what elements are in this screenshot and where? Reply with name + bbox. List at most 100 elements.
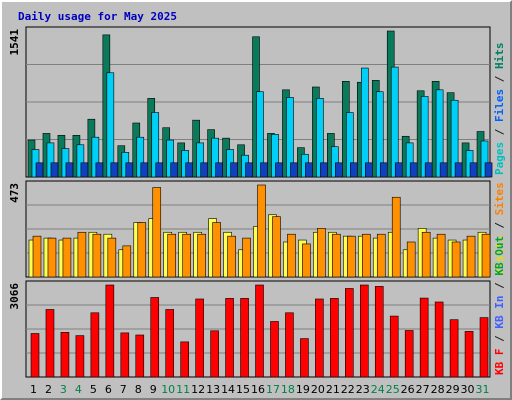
x-tick-label: 12 <box>191 383 205 396</box>
bar-sites <box>167 233 177 278</box>
bar-pages <box>320 162 328 178</box>
bar-files <box>76 144 85 178</box>
bar-kb-f <box>315 298 324 378</box>
bar-pages <box>200 162 208 178</box>
bar-pages <box>484 162 493 178</box>
axis-layer: 1541 Pages / Files / Hits 473 Visits / Site… <box>8 29 506 396</box>
x-tick-label: 22 <box>341 383 355 396</box>
y-max-label-kbytes: 3066 <box>8 283 21 310</box>
bar-sites <box>317 228 326 278</box>
legend-entry: Pages <box>493 142 506 175</box>
x-tick-label: 24 <box>371 383 385 396</box>
bar-sites <box>62 237 72 278</box>
plot-layer <box>25 26 493 378</box>
bar-pages <box>50 162 59 178</box>
bar-sites <box>47 237 57 278</box>
bar-kb-f <box>135 334 145 378</box>
legend-entry: / <box>493 329 506 349</box>
bar-files <box>480 140 489 178</box>
x-tick-label: 20 <box>311 383 325 396</box>
bar-pages <box>469 162 478 178</box>
bar-sites <box>361 233 371 278</box>
x-tick-label: 18 <box>281 383 295 396</box>
legend-entry: KB Out <box>493 236 506 276</box>
bar-sites <box>302 243 311 278</box>
bar-kb-f <box>225 298 234 378</box>
bar-files <box>346 112 354 178</box>
bar-sites <box>332 233 341 278</box>
bar-kb-f <box>255 284 264 378</box>
bar-sites <box>481 233 491 278</box>
bar-pages <box>379 162 388 178</box>
bar-files <box>151 112 160 178</box>
bar-sites <box>92 233 102 278</box>
bar-sites <box>107 237 117 278</box>
bar-sites <box>436 233 446 278</box>
bar-pages <box>409 162 418 178</box>
legend-traffic: Pages / Files / Hits <box>493 43 506 176</box>
bar-pages <box>394 162 403 178</box>
bar-files <box>136 136 145 178</box>
y-max-label-visitors: 473 <box>8 183 21 203</box>
bar-pages <box>185 162 193 178</box>
x-tick-label: 28 <box>431 383 445 396</box>
bar-files <box>450 99 459 178</box>
bar-pages <box>230 162 238 178</box>
bar-kb-f <box>210 330 219 378</box>
bar-sites <box>77 231 87 278</box>
bar-sites <box>391 196 401 278</box>
bar-sites <box>451 241 461 278</box>
legend-entry: Hits <box>493 43 506 70</box>
legend-entry: Visits <box>493 235 506 275</box>
bar-files <box>91 136 100 178</box>
bar-files <box>256 91 264 178</box>
bar-pages <box>439 162 448 178</box>
bar-files <box>360 67 369 178</box>
x-tick-label: 8 <box>135 383 142 396</box>
bar-files <box>271 134 279 178</box>
panel-kbytes <box>25 280 491 378</box>
bar-files <box>196 142 204 178</box>
x-tick-label: 15 <box>236 383 250 396</box>
bar-files <box>46 142 55 178</box>
bar-kb-f <box>464 331 474 378</box>
x-tick-label: 23 <box>356 383 370 396</box>
bar-sites <box>212 222 221 278</box>
x-tick-label: 30 <box>461 383 475 396</box>
legend-entry: / <box>493 215 506 235</box>
bar-files <box>211 137 219 178</box>
bar-pages <box>245 162 253 178</box>
bar-sites <box>272 216 281 278</box>
bar-pages <box>275 162 283 178</box>
bar-sites <box>122 245 132 278</box>
x-tick-label: 11 <box>176 383 190 396</box>
y-max-label-traffic: 1541 <box>8 29 21 56</box>
bar-sites <box>227 235 236 278</box>
bar-pages <box>170 162 179 178</box>
bar-kb-f <box>419 297 429 378</box>
bar-sites <box>32 235 42 278</box>
legend-entry: Sites <box>493 182 506 215</box>
bar-kb-f <box>285 312 294 378</box>
bar-kb-f <box>165 309 175 378</box>
bar-kb-f <box>195 298 204 378</box>
bar-pages <box>305 162 313 178</box>
x-tick-label: 7 <box>120 383 127 396</box>
bar-pages <box>65 162 74 178</box>
bar-sites <box>421 231 431 278</box>
bar-sites <box>257 184 266 278</box>
bar-kb-f <box>60 331 70 378</box>
legend-entry: / <box>493 276 506 296</box>
x-tick-label: 17 <box>266 383 280 396</box>
bar-kb-f <box>240 298 249 378</box>
bar-kb-f <box>434 301 444 378</box>
bar-pages <box>290 162 298 178</box>
x-tick-label: 27 <box>416 383 430 396</box>
bar-pages <box>140 162 149 178</box>
bar-kb-f <box>479 317 489 378</box>
x-tick-label: 9 <box>150 383 157 396</box>
bar-kb-f <box>30 333 40 378</box>
x-tick-label: 25 <box>386 383 400 396</box>
bar-kb-f <box>300 338 309 378</box>
